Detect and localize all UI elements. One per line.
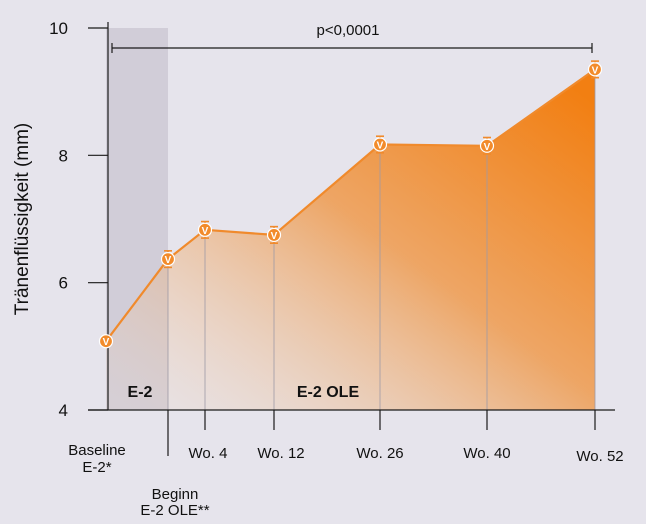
x-tick-label: E-2 OLE** [140,502,209,519]
data-point [98,334,114,349]
data-point-symbol: V [165,255,172,266]
phase-label-e2: E-2 [128,384,153,401]
y-tick-label: 8 [59,146,68,165]
data-point-symbol: V [202,226,209,237]
x-tick-label: Baseline [68,442,126,459]
x-tick-label: Beginn [152,486,199,503]
x-tick-label: Wo. 12 [257,445,304,462]
x-tick-label: Wo. 4 [189,445,228,462]
data-point-symbol: V [271,231,278,242]
data-point [587,62,603,77]
x-tick-label: Wo. 52 [576,448,623,465]
data-point-symbol: V [377,141,384,152]
y-tick-label: 4 [59,401,68,420]
x-tick-label: E-2* [82,459,111,476]
phase-label-e2-ole: E-2 OLE [297,384,360,401]
data-point [160,252,176,267]
data-point [479,138,495,153]
x-tick-label: Wo. 26 [356,445,403,462]
x-tick-label: Wo. 40 [463,445,510,462]
data-point [372,137,388,152]
significance-annotation: p<0,0001 [317,22,380,39]
y-tick-label: 6 [59,274,68,293]
area-fill [106,69,595,411]
data-point [266,227,282,243]
data-point [197,222,213,237]
y-tick-label: 10 [49,19,68,38]
data-point-symbol: V [103,337,110,348]
y-axis-label: Tränenflüssigkeit (mm) [12,123,33,316]
data-point-symbol: V [484,142,491,153]
data-point-symbol: V [592,65,599,76]
